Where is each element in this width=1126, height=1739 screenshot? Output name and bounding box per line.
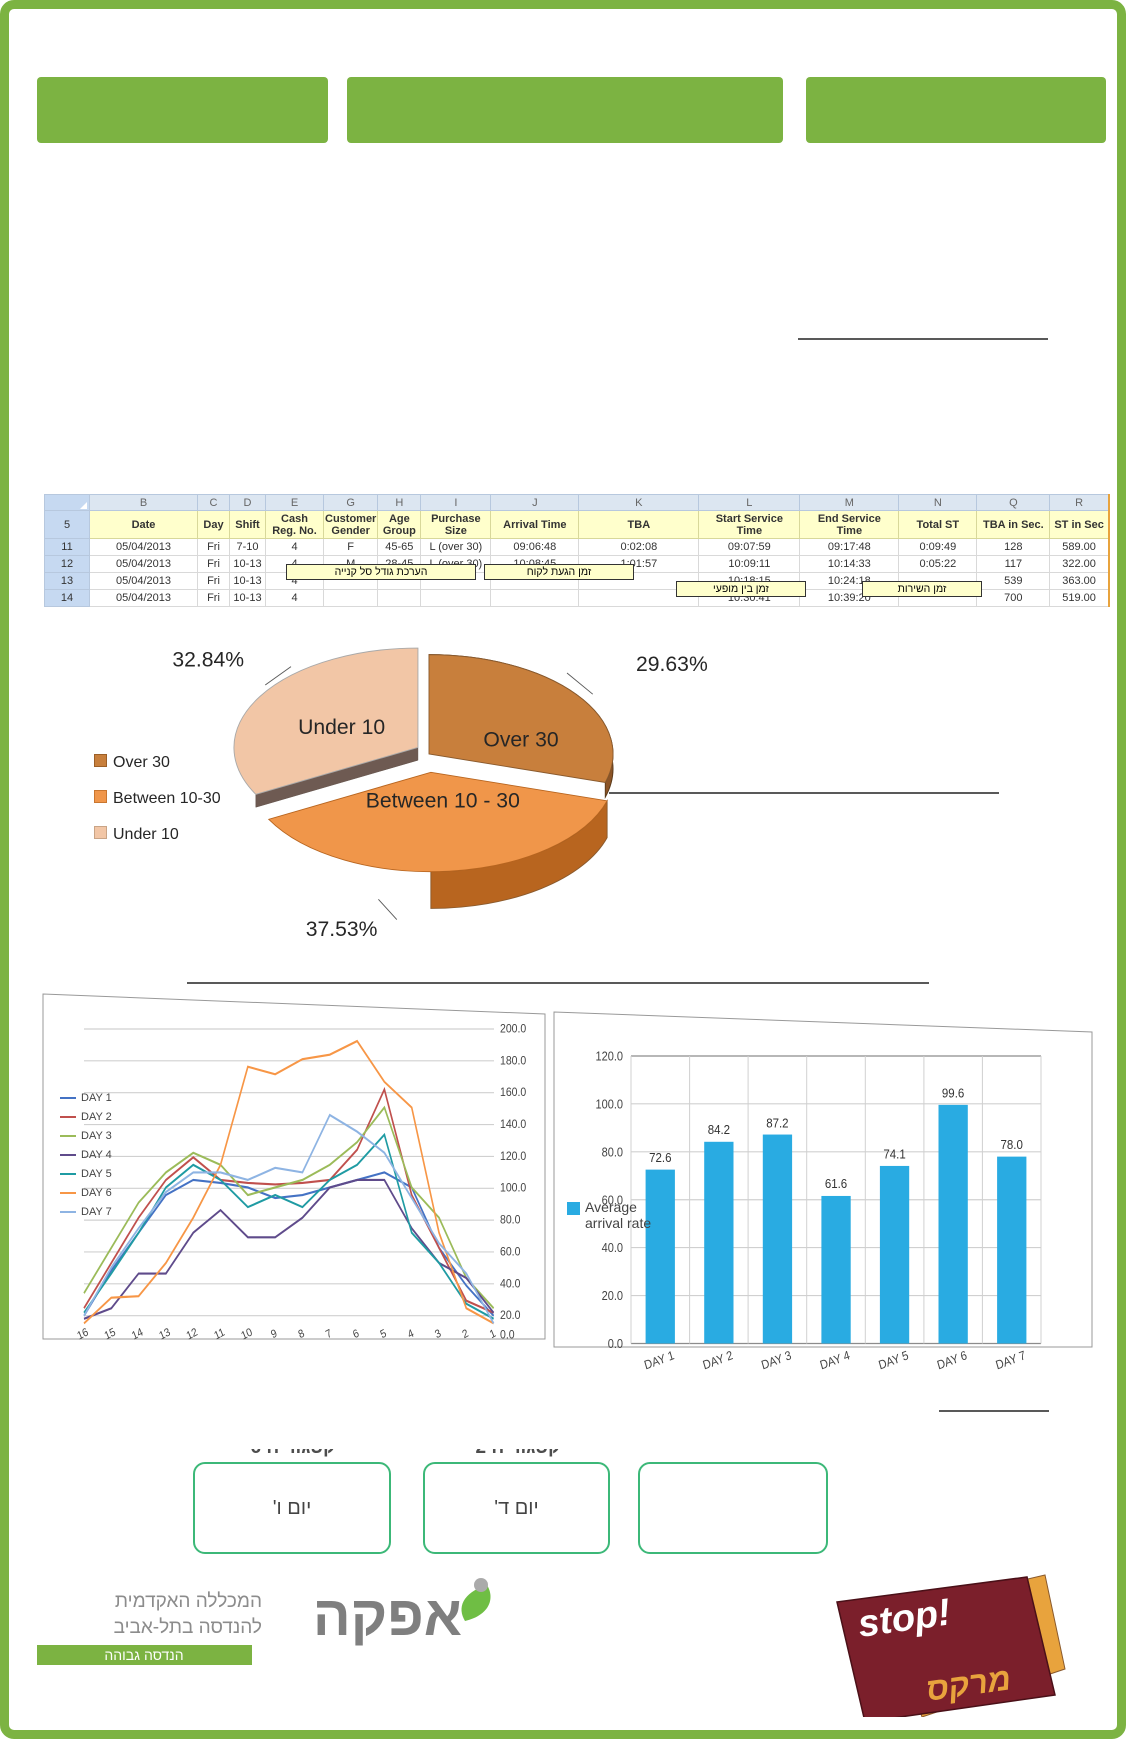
- svg-text:87.2: 87.2: [766, 1116, 788, 1131]
- svg-text:32.84%: 32.84%: [172, 649, 244, 672]
- svg-text:אפקה: אפקה: [313, 1584, 462, 1647]
- svg-text:80.0: 80.0: [500, 1214, 520, 1227]
- svg-text:20.0: 20.0: [500, 1310, 520, 1323]
- svg-text:100.0: 100.0: [595, 1097, 623, 1112]
- svg-text:DAY 4: DAY 4: [818, 1347, 852, 1372]
- svg-text:המכללה האקדמית: המכללה האקדמית: [115, 1591, 262, 1612]
- svg-text:99.6: 99.6: [942, 1086, 964, 1101]
- svg-text:להנדסה בתל-אביב: להנדסה בתל-אביב: [114, 1617, 262, 1638]
- svg-text:40.0: 40.0: [500, 1278, 520, 1291]
- svg-text:DAY 5: DAY 5: [877, 1347, 911, 1372]
- svg-text:120.0: 120.0: [500, 1150, 526, 1163]
- svg-text:61.6: 61.6: [825, 1177, 847, 1192]
- svg-text:Over 30: Over 30: [483, 729, 558, 752]
- svg-text:Between 10 - 30: Between 10 - 30: [366, 789, 520, 812]
- svg-text:20.0: 20.0: [602, 1288, 624, 1303]
- svg-text:37.53%: 37.53%: [306, 918, 378, 941]
- svg-text:180.0: 180.0: [500, 1055, 526, 1068]
- svg-text:80.0: 80.0: [602, 1145, 624, 1160]
- svg-text:DAY 2: DAY 2: [701, 1348, 734, 1373]
- svg-text:DAY 3: DAY 3: [760, 1347, 794, 1372]
- svg-text:72.6: 72.6: [649, 1150, 671, 1165]
- svg-text:29.63%: 29.63%: [636, 653, 708, 676]
- svg-text:DAY 1: DAY 1: [643, 1347, 677, 1372]
- svg-text:0.0: 0.0: [608, 1336, 624, 1351]
- svg-text:78.0: 78.0: [1001, 1137, 1023, 1152]
- svg-text:הנדסה גבוהה: הנדסה גבוהה: [104, 1647, 183, 1663]
- svg-text:160.0: 160.0: [500, 1087, 526, 1100]
- svg-text:140.0: 140.0: [500, 1118, 526, 1131]
- svg-text:40.0: 40.0: [602, 1240, 624, 1255]
- svg-text:Under 10: Under 10: [298, 716, 385, 739]
- svg-text:100.0: 100.0: [500, 1182, 526, 1195]
- svg-text:200.0: 200.0: [500, 1023, 526, 1036]
- svg-text:DAY 7: DAY 7: [994, 1348, 1027, 1373]
- svg-text:84.2: 84.2: [708, 1122, 730, 1137]
- svg-text:74.1: 74.1: [883, 1147, 905, 1162]
- svg-text:60.0: 60.0: [500, 1246, 520, 1259]
- svg-text:DAY 6: DAY 6: [935, 1347, 969, 1372]
- svg-text:0.0: 0.0: [500, 1329, 515, 1342]
- svg-text:120.0: 120.0: [595, 1049, 623, 1064]
